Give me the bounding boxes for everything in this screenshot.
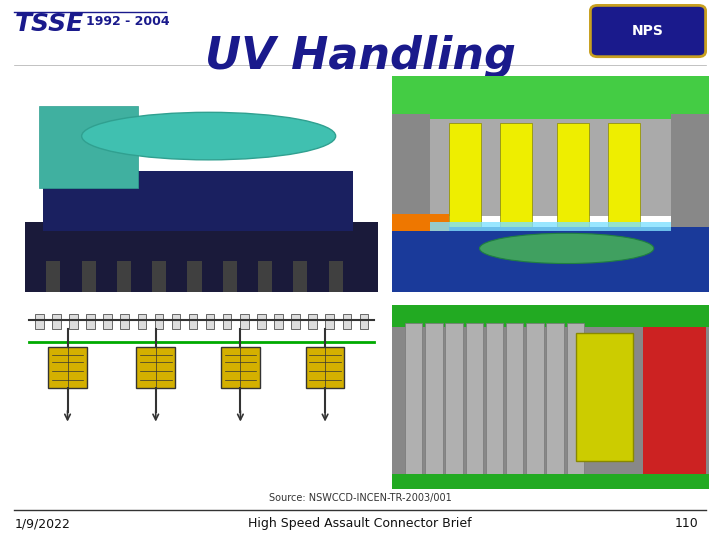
Bar xyxy=(392,305,709,327)
Bar xyxy=(671,114,709,292)
Bar xyxy=(274,314,283,329)
Bar xyxy=(500,123,532,227)
Bar xyxy=(328,261,343,292)
Bar xyxy=(152,261,166,292)
Bar xyxy=(223,314,231,329)
Bar xyxy=(40,106,138,188)
Bar xyxy=(240,314,248,329)
Bar xyxy=(526,323,544,474)
Bar xyxy=(567,323,584,474)
Text: 1992 - 2004: 1992 - 2004 xyxy=(86,15,170,28)
Bar xyxy=(120,314,129,329)
Bar xyxy=(306,347,344,388)
Bar xyxy=(43,171,354,231)
Bar xyxy=(25,222,378,292)
Bar xyxy=(506,323,523,474)
Bar xyxy=(293,261,307,292)
Bar xyxy=(392,227,709,292)
Bar xyxy=(392,76,709,123)
Bar xyxy=(172,314,180,329)
Bar xyxy=(187,261,202,292)
Bar xyxy=(155,314,163,329)
Text: NPS: NPS xyxy=(632,24,664,38)
Bar xyxy=(325,314,334,329)
Bar xyxy=(292,314,300,329)
Bar xyxy=(557,123,589,227)
Bar xyxy=(104,314,112,329)
Bar xyxy=(48,347,87,388)
Bar xyxy=(546,323,564,474)
Bar xyxy=(405,323,423,474)
Bar xyxy=(308,314,317,329)
Text: UV Handling: UV Handling xyxy=(204,35,516,78)
FancyBboxPatch shape xyxy=(590,5,706,57)
Text: 1/9/2022: 1/9/2022 xyxy=(14,517,71,530)
Text: High Speed Assault Connector Brief: High Speed Assault Connector Brief xyxy=(248,517,472,530)
Bar xyxy=(86,314,95,329)
Bar xyxy=(81,261,96,292)
Bar xyxy=(35,314,43,329)
Bar xyxy=(343,314,351,329)
Bar xyxy=(221,347,260,388)
Bar xyxy=(258,261,272,292)
Ellipse shape xyxy=(81,112,336,160)
Bar xyxy=(206,314,215,329)
Bar xyxy=(446,323,463,474)
Text: 110: 110 xyxy=(675,517,698,530)
Bar xyxy=(117,261,131,292)
Bar xyxy=(466,323,483,474)
Bar xyxy=(392,474,709,489)
Bar xyxy=(576,333,633,461)
Bar xyxy=(449,123,481,227)
Bar xyxy=(431,222,671,231)
Bar xyxy=(46,261,60,292)
Bar xyxy=(136,347,175,388)
Bar xyxy=(643,327,706,474)
Bar xyxy=(392,214,449,231)
Bar xyxy=(360,314,368,329)
Bar xyxy=(608,123,639,227)
Bar xyxy=(52,314,60,329)
Bar xyxy=(189,314,197,329)
Bar xyxy=(69,314,78,329)
Bar xyxy=(392,114,431,292)
Bar xyxy=(222,261,237,292)
Bar xyxy=(431,119,671,216)
Text: Source: NSWCCD-INCEN-TR-2003/001: Source: NSWCCD-INCEN-TR-2003/001 xyxy=(269,493,451,503)
Text: TSSE: TSSE xyxy=(14,12,84,36)
Ellipse shape xyxy=(480,233,654,264)
Bar xyxy=(257,314,266,329)
Bar xyxy=(138,314,146,329)
Bar xyxy=(486,323,503,474)
Bar xyxy=(426,323,443,474)
